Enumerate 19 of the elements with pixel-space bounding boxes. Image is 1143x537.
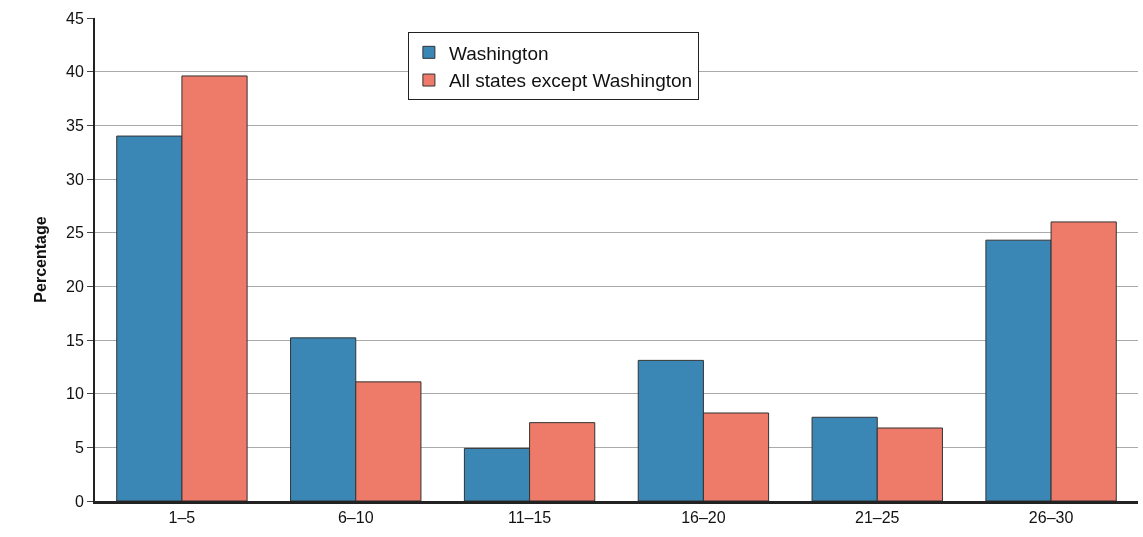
y-tick-label: 15 [66,331,84,349]
legend-label: Washington [448,42,549,64]
x-tick-label: 1–5 [168,509,196,527]
x-tick-label: 11–15 [507,509,552,527]
y-tick-label: 45 [66,9,84,27]
x-tick-label: 26–30 [1028,509,1074,527]
y-tick-label: 0 [74,492,84,510]
y-tick-label: 35 [66,116,84,134]
y-tick-label: 30 [66,170,84,188]
y-tick-label: 10 [66,385,84,403]
x-tick-label: 21–25 [855,509,900,527]
y-tick-label: 25 [66,224,84,242]
y-axis-title: Percentage [32,216,50,303]
x-tick-label: 6–10 [337,509,374,527]
y-tick-label: 40 [66,63,84,81]
y-tick-label: 20 [66,277,84,295]
y-tick-label: 5 [74,438,84,456]
x-tick-label: 16–20 [681,509,726,527]
legend-label: All states except Washington [448,70,693,92]
